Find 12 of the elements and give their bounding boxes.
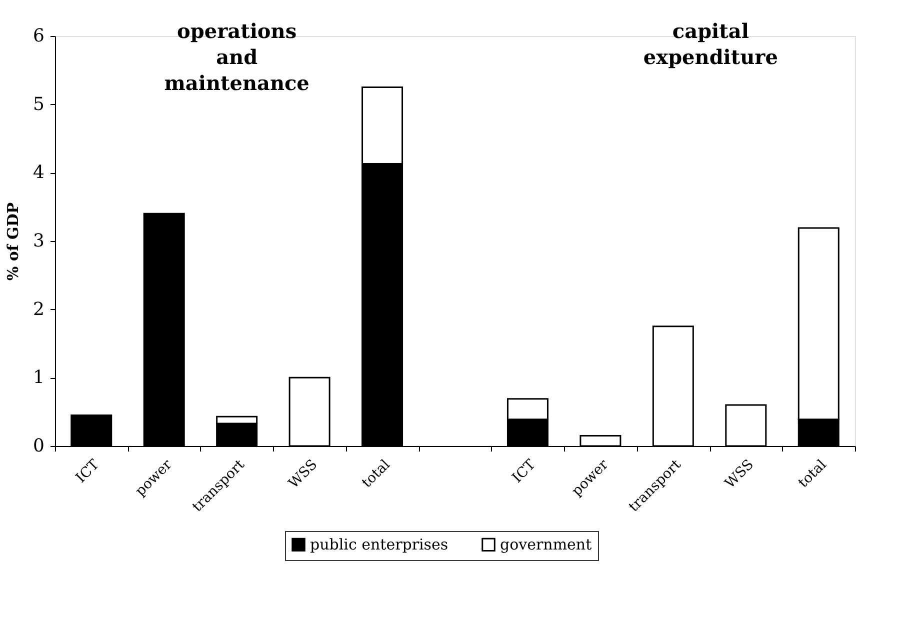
y-tick-label: 0 [33, 436, 44, 456]
y-tick-label: 1 [33, 367, 44, 388]
y-tick-label: 3 [33, 230, 44, 252]
annotation: capital expenditure [643, 19, 778, 69]
legend-label: government [500, 536, 592, 554]
y-tick-label: 2 [33, 298, 44, 320]
legend-label: public enterprises [310, 536, 448, 554]
annotation: operations and maintenance [164, 19, 310, 95]
y-tick-label: 5 [33, 94, 44, 115]
y-tick-label: 6 [33, 26, 44, 46]
y-tick-label: 4 [33, 162, 44, 184]
y-axis-title: % of GDP [4, 202, 22, 281]
